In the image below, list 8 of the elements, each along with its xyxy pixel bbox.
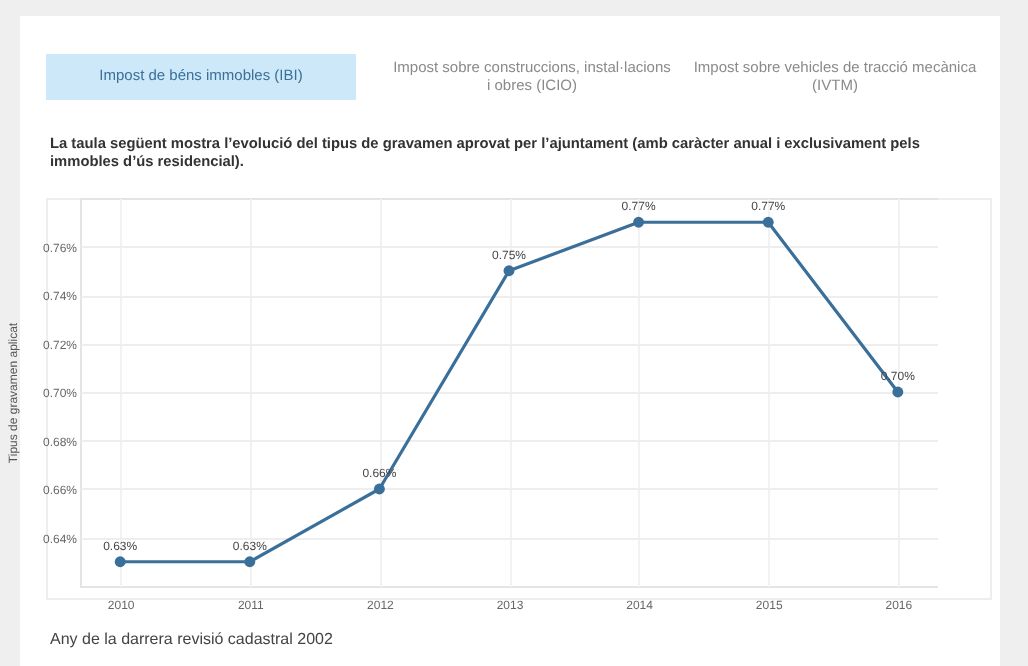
point (244, 556, 256, 568)
point (114, 556, 126, 568)
text: Any de la darrera revisió cadastral 2002 (50, 630, 333, 648)
point (373, 483, 385, 495)
point (633, 216, 645, 228)
point (892, 386, 904, 398)
point (762, 216, 774, 228)
point (503, 265, 515, 277)
